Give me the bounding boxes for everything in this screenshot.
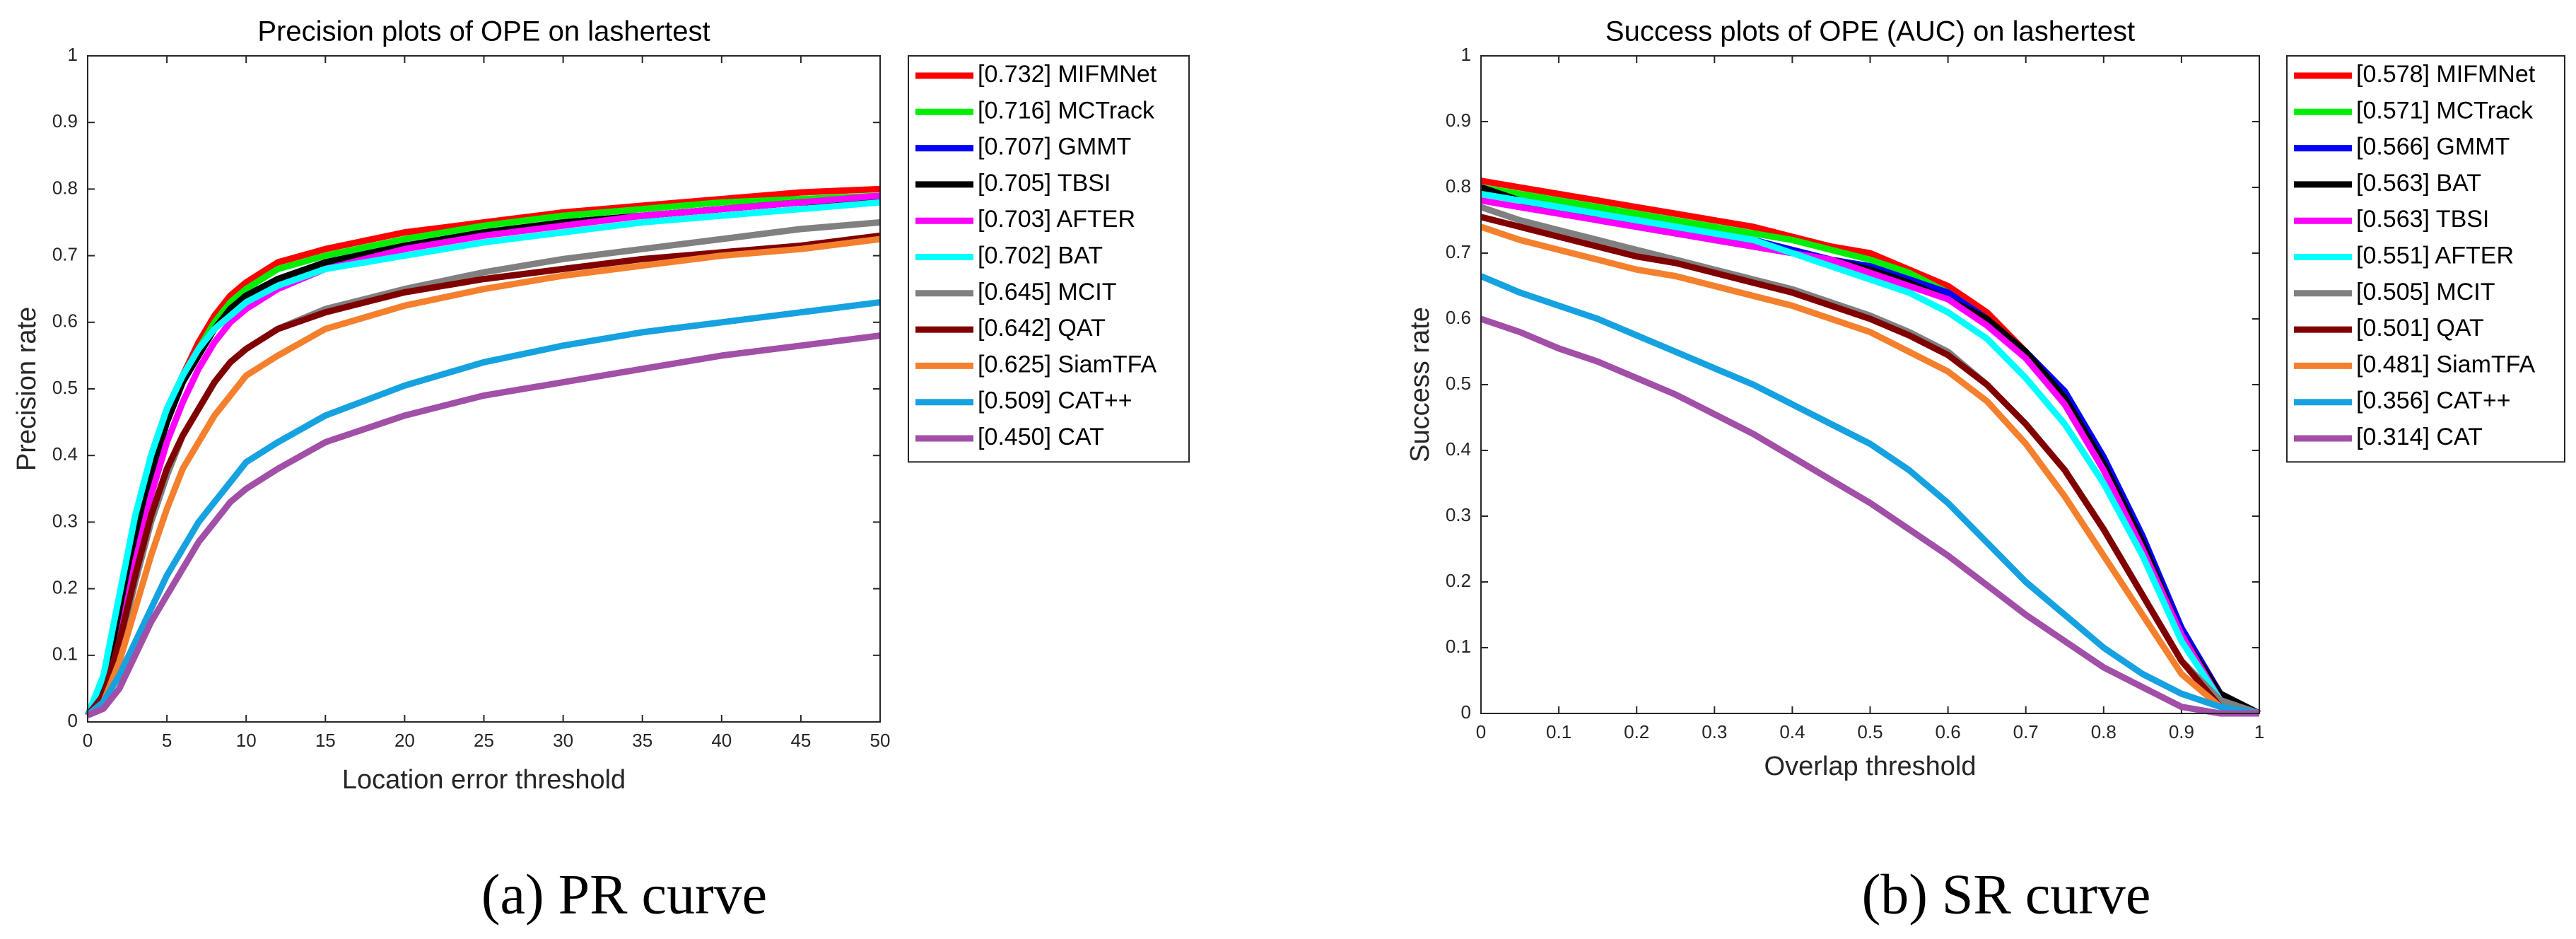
y-tick-label: 0.8 — [52, 177, 78, 198]
series-line — [85, 232, 881, 718]
y-axis-label: Success rate — [1405, 307, 1435, 462]
series-line — [84, 199, 881, 717]
y-tick-label: 0.3 — [1446, 504, 1471, 525]
y-tick-label: 1 — [1461, 44, 1471, 65]
legend-label: [0.551] AFTER — [2356, 242, 2514, 269]
plot-area — [1481, 56, 2259, 713]
axes-frame — [1480, 55, 2260, 714]
x-tick-label: 30 — [553, 730, 573, 751]
x-tick-label: 50 — [870, 730, 891, 751]
x-tick-label: 10 — [236, 730, 257, 751]
legend-label: [0.705] TBSI — [978, 170, 1111, 197]
legend-label: [0.314] CAT — [2356, 424, 2483, 450]
legend-label: [0.450] CAT — [978, 424, 1104, 450]
legend-label: [0.481] SiamTFA — [2356, 351, 2536, 378]
y-tick-label: 0.6 — [52, 310, 78, 332]
y-tick-label: 0.7 — [52, 243, 78, 264]
y-tick-label: 1 — [68, 44, 78, 65]
chart-title: Precision plots of OPE on lashertest — [257, 16, 710, 47]
series-line — [86, 332, 881, 718]
x-tick-label: 0.7 — [2013, 721, 2039, 742]
legend-label: [0.566] GMMT — [2356, 134, 2510, 161]
x-tick-label: 0.4 — [1779, 721, 1805, 742]
legend-label: [0.625] SiamTFA — [978, 351, 1157, 378]
x-tick-label: 0.9 — [2169, 721, 2194, 742]
y-tick-label: 0.7 — [1446, 241, 1471, 262]
legend-label: [0.716] MCTrack — [978, 97, 1155, 124]
x-tick-label: 0.8 — [2091, 721, 2117, 742]
legend-label: [0.356] CAT++ — [2356, 387, 2511, 414]
x-tick-label: 0.6 — [1936, 721, 1961, 742]
series-line — [1480, 190, 2261, 717]
y-tick-label: 0.2 — [1446, 570, 1471, 591]
legend-label: [0.505] MCIT — [2356, 279, 2495, 305]
legend-label: [0.509] CAT++ — [978, 387, 1132, 414]
legend-label: [0.702] BAT — [978, 242, 1103, 269]
x-tick-label: 0.1 — [1546, 721, 1571, 742]
series-line — [85, 192, 881, 718]
x-tick-label: 0.5 — [1857, 721, 1883, 742]
y-tick-label: 0.6 — [1446, 307, 1471, 328]
legend-label: [0.703] AFTER — [978, 206, 1135, 233]
x-tick-label: 0.3 — [1702, 721, 1727, 742]
y-tick-label: 0.1 — [1446, 636, 1471, 657]
legend-label: [0.707] GMMT — [978, 134, 1131, 161]
axes-frame — [87, 55, 881, 723]
plot-area — [88, 56, 880, 722]
y-tick-label: 0 — [1461, 701, 1471, 723]
y-tick-label: 0.5 — [1446, 373, 1471, 394]
series-line — [1480, 223, 2260, 717]
x-tick-label: 35 — [632, 730, 652, 751]
y-tick-label: 0.3 — [52, 510, 78, 531]
x-tick-label: 20 — [394, 730, 415, 751]
y-tick-label: 0.4 — [52, 443, 78, 465]
series-line — [86, 235, 881, 718]
legend-label: [0.501] QAT — [2356, 315, 2484, 342]
y-tick-label: 0.5 — [52, 377, 78, 398]
y-tick-label: 0 — [68, 710, 78, 731]
x-tick-label: 25 — [474, 730, 494, 751]
series-line — [86, 299, 881, 718]
x-tick-label: 15 — [315, 730, 336, 751]
x-axis-label: Overlap threshold — [1764, 752, 1977, 781]
y-axis-label: Precision rate — [12, 307, 42, 471]
x-tick-label: 0.2 — [1624, 721, 1649, 742]
x-tick-label: 5 — [162, 730, 172, 751]
legend-label: [0.578] MIFMNet — [2356, 61, 2536, 88]
y-tick-label: 0.4 — [1446, 438, 1471, 460]
series-line — [1480, 214, 2260, 717]
legend-label: [0.645] MCIT — [978, 279, 1117, 305]
x-axis-label: Location error threshold — [342, 765, 626, 795]
chart-title: Success plots of OPE (AUC) on lashertest — [1605, 16, 2135, 47]
y-tick-label: 0.8 — [1446, 175, 1471, 197]
caption: (b) SR curve — [1862, 863, 2151, 926]
y-tick-label: 0.2 — [52, 576, 78, 597]
series-line — [1480, 273, 2260, 717]
legend-label: [0.571] MCTrack — [2356, 97, 2534, 124]
x-tick-label: 40 — [711, 730, 732, 751]
y-tick-label: 0.9 — [1446, 110, 1471, 131]
y-tick-label: 0.1 — [52, 643, 78, 665]
x-tick-label: 0 — [83, 730, 93, 751]
y-tick-label: 0.9 — [52, 110, 78, 132]
x-tick-label: 0 — [1476, 721, 1486, 742]
legend-label: [0.563] BAT — [2356, 170, 2481, 197]
legend-label: [0.563] TBSI — [2356, 206, 2489, 233]
x-tick-label: 45 — [790, 730, 811, 751]
series-line — [1480, 315, 2259, 717]
caption: (a) PR curve — [481, 863, 767, 926]
series-line — [1480, 197, 2261, 717]
x-tick-label: 1 — [2254, 721, 2264, 742]
legend-label: [0.732] MIFMNet — [978, 61, 1157, 88]
legend-label: [0.642] QAT — [978, 315, 1106, 342]
